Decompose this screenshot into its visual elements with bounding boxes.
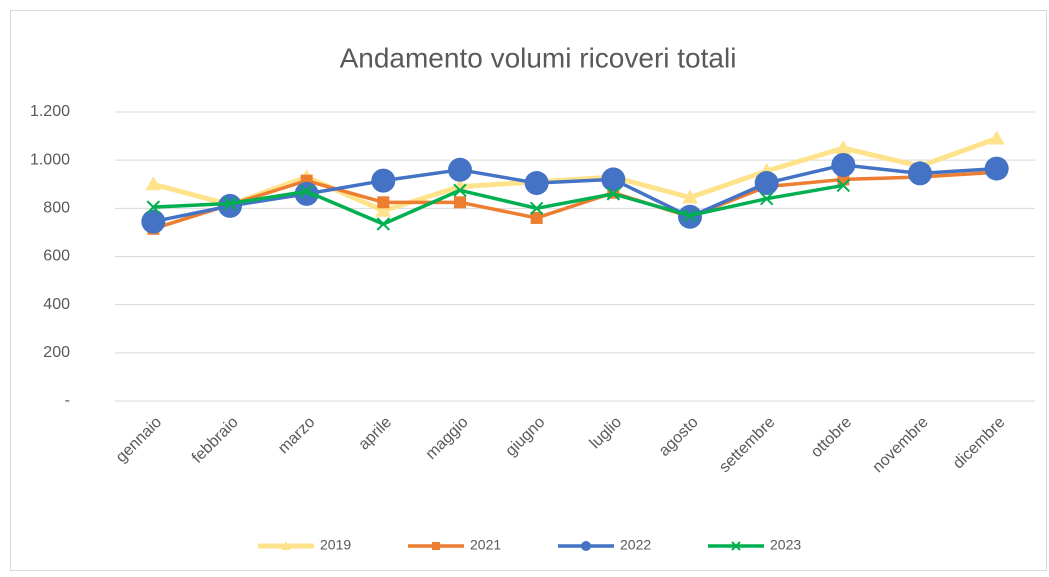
- marker: [581, 541, 591, 551]
- marker: [294, 181, 319, 206]
- marker: [754, 171, 779, 196]
- y-tick-label: 600: [43, 248, 70, 265]
- marker: [141, 209, 166, 234]
- legend-item: 2022: [558, 537, 651, 553]
- y-tick-label: 1.000: [30, 151, 70, 168]
- marker: [524, 171, 549, 196]
- marker: [145, 176, 162, 191]
- marker: [682, 189, 698, 204]
- legend-item: 2021: [408, 537, 501, 553]
- series-line: [152, 163, 997, 224]
- chart-border: [10, 10, 1047, 571]
- marker: [377, 196, 390, 209]
- marker: [375, 202, 392, 217]
- legend-label: 2023: [770, 537, 801, 553]
- marker: [606, 187, 621, 201]
- legend-item: 2019: [258, 537, 351, 553]
- marker: [223, 196, 237, 211]
- marker: [432, 542, 440, 550]
- marker: [146, 200, 161, 214]
- y-tick-label: 200: [43, 344, 70, 361]
- marker: [988, 130, 1005, 145]
- marker: [529, 201, 544, 216]
- y-tick-label: 800: [43, 200, 70, 217]
- marker: [835, 140, 852, 155]
- marker: [683, 208, 697, 223]
- y-tick-label: 400: [43, 296, 70, 313]
- marker: [218, 193, 242, 218]
- legend-label: 2022: [620, 537, 651, 553]
- y-tick-label: 1.200: [30, 103, 70, 120]
- marker: [908, 161, 932, 186]
- marker: [731, 541, 741, 551]
- marker: [836, 178, 851, 193]
- legend-label: 2021: [470, 537, 501, 553]
- marker: [371, 168, 396, 193]
- marker: [984, 156, 1009, 181]
- legend-label: 2019: [320, 537, 351, 553]
- marker: [448, 157, 472, 182]
- marker: [376, 217, 391, 231]
- legend-item: 2023: [708, 537, 801, 553]
- chart-title: Andamento volumi ricoveri totali: [340, 42, 737, 73]
- marker: [530, 211, 543, 224]
- marker: [281, 541, 291, 550]
- series-line: [152, 170, 997, 231]
- marker: [299, 184, 314, 199]
- series-line: [152, 136, 998, 214]
- y-tick-label: -: [65, 392, 70, 409]
- marker: [831, 152, 856, 177]
- marker: [453, 183, 467, 197]
- marker: [452, 178, 468, 193]
- marker: [759, 191, 774, 206]
- marker: [454, 196, 466, 209]
- marker: [601, 167, 626, 192]
- series-line: [153, 183, 844, 226]
